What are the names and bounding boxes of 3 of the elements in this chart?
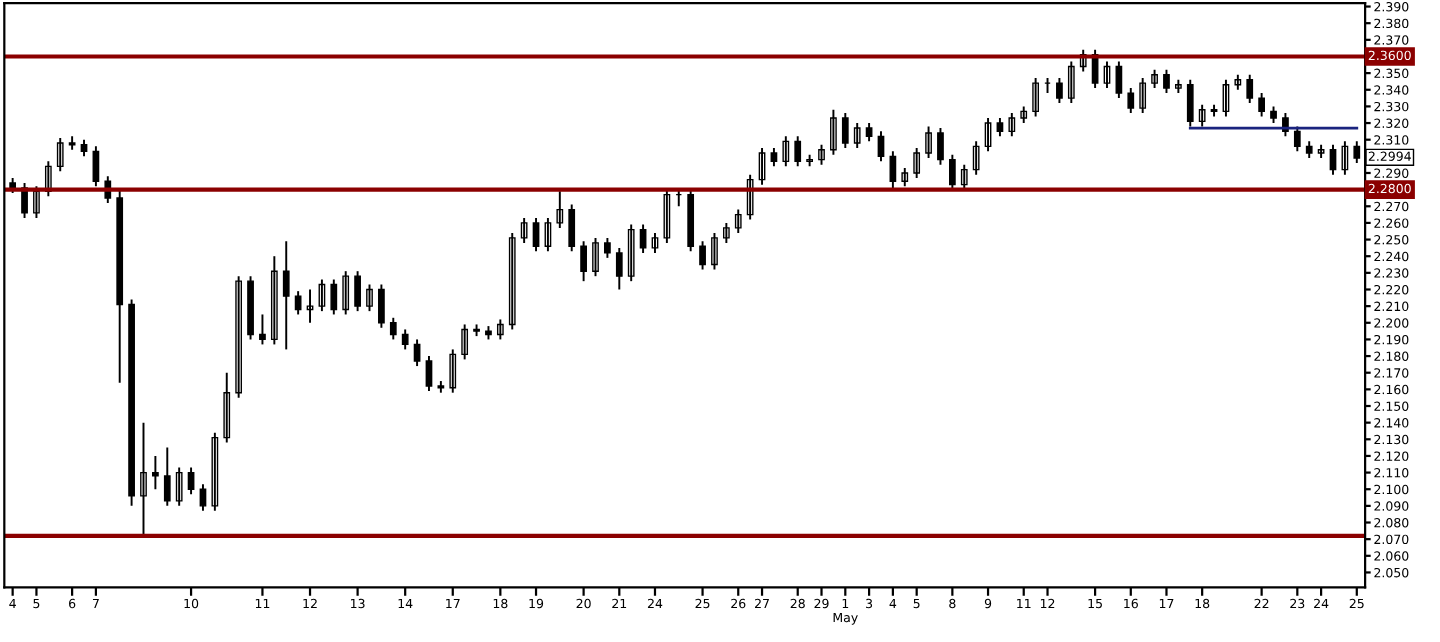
candlestick <box>140 421 147 536</box>
candlestick <box>592 236 599 278</box>
candlestick <box>366 283 373 313</box>
